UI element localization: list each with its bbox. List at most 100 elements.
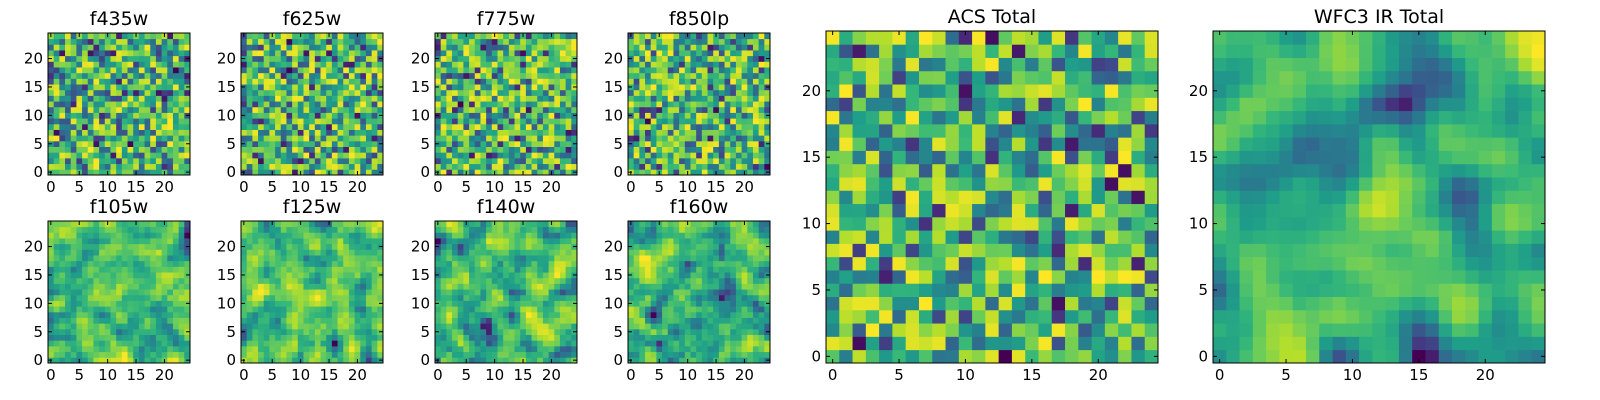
heatmap-cell	[59, 226, 66, 233]
heatmap-cell	[633, 72, 640, 79]
y-tick-label: 15	[24, 78, 43, 96]
heatmap-cell	[82, 272, 89, 279]
heatmap-cell	[292, 334, 299, 341]
heatmap-cell	[645, 67, 652, 74]
heatmap-cell	[571, 95, 578, 102]
heatmap-cell	[309, 33, 316, 40]
heatmap-cell	[684, 323, 691, 330]
heatmap-cell	[565, 78, 572, 85]
heatmap-cell	[167, 106, 174, 113]
heatmap-cell	[280, 101, 287, 108]
heatmap-cell	[474, 249, 481, 256]
heatmap-cell	[127, 44, 134, 51]
x-tick-label: 15	[319, 366, 338, 384]
heatmap-cell	[707, 95, 714, 102]
heatmap-cell	[486, 163, 493, 170]
heatmap-cell	[360, 334, 367, 341]
heatmap-cell	[161, 50, 168, 57]
heatmap-cell	[747, 146, 754, 153]
heatmap-cell	[280, 334, 287, 341]
heatmap-cell	[554, 272, 561, 279]
heatmap-cell	[469, 101, 476, 108]
heatmap-cell	[474, 67, 481, 74]
heatmap-cell	[87, 294, 94, 301]
heatmap-cell	[286, 232, 293, 239]
heatmap-cell	[735, 44, 742, 51]
heatmap-cell	[53, 283, 60, 290]
heatmap-cell	[286, 345, 293, 353]
heatmap-cell	[747, 351, 754, 358]
heatmap-cell	[252, 283, 259, 290]
heatmap-cell	[440, 163, 447, 170]
heatmap-cell	[326, 277, 333, 284]
heatmap-cell	[275, 106, 282, 113]
heatmap-cell	[508, 129, 515, 136]
heatmap-cell	[110, 112, 117, 119]
heatmap-cell	[348, 106, 355, 113]
heatmap-cell	[542, 112, 549, 119]
heatmap-cell	[354, 72, 361, 79]
heatmap-cell	[263, 255, 270, 262]
heatmap-cell	[497, 44, 504, 51]
heatmap-cell	[486, 232, 493, 239]
heatmap-cell	[360, 146, 367, 153]
heatmap-cell	[286, 78, 293, 85]
heatmap-cell	[537, 78, 544, 85]
heatmap-cell	[741, 306, 748, 313]
heatmap-cell	[662, 61, 669, 68]
heatmap-cell	[371, 323, 378, 330]
heatmap-cell	[628, 163, 635, 170]
heatmap-cell	[764, 72, 771, 79]
heatmap-cell	[491, 44, 498, 51]
heatmap-cell	[656, 323, 663, 330]
heatmap-cell	[525, 243, 532, 250]
heatmap-cell	[474, 44, 481, 51]
heatmap-cell	[53, 44, 60, 51]
heatmap-cell	[554, 33, 561, 40]
heatmap-cell	[707, 294, 714, 301]
heatmap-cell	[110, 38, 117, 45]
heatmap-cell	[337, 72, 344, 79]
heatmap-cell	[633, 78, 640, 85]
heatmap-cell	[53, 89, 60, 96]
heatmap-cell	[741, 123, 748, 130]
x-tick-label: 5	[74, 178, 84, 196]
heatmap-cell	[730, 89, 737, 96]
heatmap-cell	[53, 226, 60, 233]
heatmap-cell	[99, 277, 106, 284]
heatmap-cell	[337, 101, 344, 108]
heatmap-cell	[104, 311, 111, 318]
heatmap-cell	[127, 226, 134, 233]
heatmap-cell	[172, 345, 180, 353]
heatmap-cell	[554, 340, 561, 347]
heatmap-cell	[53, 266, 60, 273]
heatmap-cell	[747, 129, 754, 136]
heatmap-cell	[150, 249, 157, 256]
heatmap-cell	[463, 300, 470, 307]
heatmap-cell	[480, 300, 487, 307]
heatmap-cell	[542, 89, 549, 96]
heatmap-cell	[53, 277, 60, 284]
heatmap-cell	[178, 311, 185, 318]
heatmap-cell	[331, 351, 338, 358]
heatmap-cell	[127, 112, 134, 119]
heatmap-cell	[110, 135, 117, 142]
heatmap-cell	[155, 72, 162, 79]
heatmap-cell	[82, 38, 89, 45]
heatmap-cell	[280, 118, 287, 125]
heatmap-cell	[309, 266, 316, 273]
heatmap-cell	[633, 44, 640, 51]
heatmap-cell	[110, 67, 117, 74]
heatmap-cell	[741, 84, 748, 91]
heatmap-cell	[503, 328, 510, 335]
heatmap-cell	[110, 323, 117, 330]
heatmap-cell	[696, 67, 703, 74]
heatmap-cell	[752, 50, 760, 57]
heatmap-cell	[548, 345, 555, 353]
heatmap-cell	[371, 255, 378, 262]
heatmap-cell	[701, 300, 708, 307]
heatmap-cell	[371, 146, 378, 153]
heatmap-cell	[628, 323, 635, 330]
heatmap-cell	[525, 249, 532, 256]
heatmap-cell	[172, 300, 180, 307]
